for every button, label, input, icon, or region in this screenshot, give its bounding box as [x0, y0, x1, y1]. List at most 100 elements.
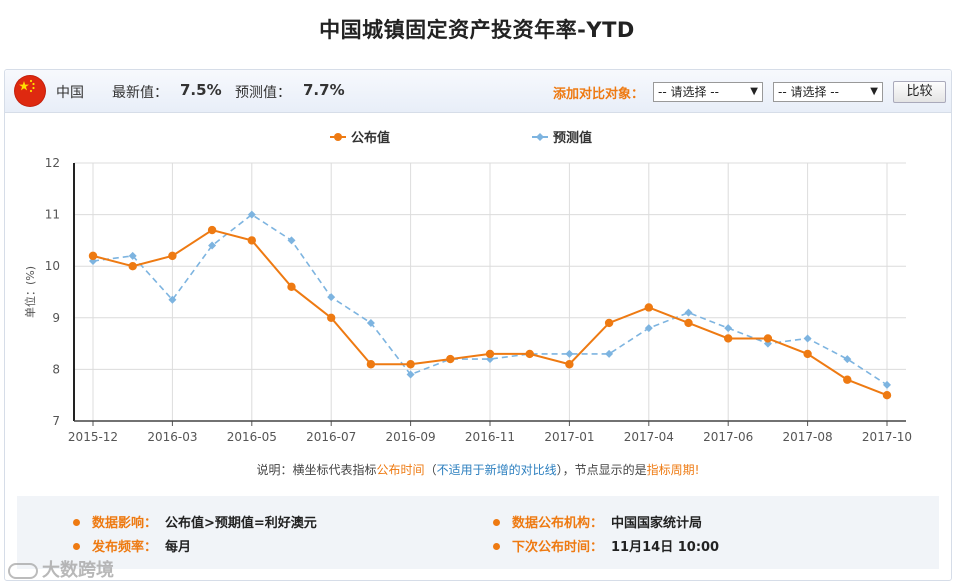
published-point [763, 334, 773, 343]
published-point [882, 391, 892, 400]
published-point [88, 251, 98, 261]
compare-select-1-value: -- 请选择 -- [658, 85, 719, 99]
published-point [843, 375, 852, 384]
x-tick-label: 2017-06 [703, 430, 753, 444]
note-paren-close: ） [556, 463, 563, 477]
compare-select-2[interactable]: -- 请选择 -- ▼ [773, 82, 883, 102]
note-publish-time: 公布时间 [376, 463, 425, 477]
x-tick-label: 2016-03 [147, 430, 197, 444]
legend-marker-circle [334, 133, 342, 141]
published-point [366, 360, 376, 369]
forecast-point [883, 380, 891, 389]
forecast-point [89, 257, 97, 266]
published-point [565, 360, 574, 369]
y-axis-label: 单位：(%) [23, 266, 37, 318]
panel-header: 中国 最新值： 7.5% 预测值： 7.7% 添加对比对象： -- 请选择 --… [5, 70, 951, 113]
page-title: 中国城镇固定资产投资年率-YTD [319, 18, 635, 42]
chart-note: 说明：横坐标代表指标公布时间（不适用于新增的对比线），节点显示的是指标周期! [5, 461, 951, 478]
impact-label: 数据影响： [92, 516, 158, 531]
agency-value: 中国国家统计局 [611, 516, 703, 531]
published-point [128, 262, 137, 271]
forecast-point [247, 210, 256, 219]
published-point [287, 282, 296, 292]
published-point [207, 225, 217, 235]
latest-value: 7.5% [180, 81, 222, 99]
published-point [327, 313, 336, 322]
bullet-icon [493, 543, 500, 550]
published-point [406, 360, 415, 369]
y-tick-label: 9 [52, 311, 60, 325]
x-tick-label: 2017-04 [624, 430, 674, 444]
x-tick-label: 2017-01 [544, 430, 594, 444]
x-tick-label: 2017-10 [862, 430, 912, 444]
legend-forecast: 预测值 [553, 130, 592, 146]
forecast-point [843, 355, 852, 364]
forecast-series-line [92, 213, 888, 386]
compare-select-2-value: -- 请选择 -- [778, 85, 839, 99]
latest-value-label: 最新值： [112, 85, 168, 101]
forecast-point [605, 349, 614, 358]
indicator-panel: 中国 最新值： 7.5% 预测值： 7.7% 添加对比对象： -- 请选择 --… [4, 69, 952, 581]
impact-value: 公布值>预期值=利好澳元 [165, 516, 317, 531]
published-point [485, 349, 495, 359]
x-tick-label: 2017-08 [783, 430, 833, 444]
frequency-value: 每月 [165, 540, 192, 555]
forecast-point [565, 349, 574, 358]
note-not-applicable: 不适用于新增的对比线 [436, 463, 557, 477]
forecast-point [287, 236, 296, 245]
info-frequency: 发布频率： 每月 [73, 536, 191, 555]
y-tick-label: 7 [52, 414, 60, 428]
watermark: 大数跨境 [8, 556, 114, 582]
line-chart: 7 8 9 10 11 12 2015-12 2016-03 2016-05 2016-07 201… [23, 130, 912, 444]
note-prefix: 说明：横坐标代表指标 [256, 463, 377, 477]
info-box: 数据影响： 公布值>预期值=利好澳元 数据公布机构： 中国国家统计局 发布频率： 每月… [17, 496, 939, 569]
forecast-point [327, 293, 336, 302]
watermark-text: 大数跨境 [42, 560, 114, 581]
y-tick-label: 12 [45, 156, 60, 170]
legend-published: 公布值 [351, 130, 390, 146]
forecast-point [406, 370, 415, 379]
forecast-point [644, 324, 653, 333]
dropdown-arrow-icon: ▼ [750, 86, 758, 97]
published-point [644, 303, 653, 312]
y-tick-label: 11 [45, 208, 60, 222]
china-flag-icon [15, 76, 45, 106]
forecast-point [366, 318, 375, 327]
bullet-icon [73, 543, 80, 550]
watermark-logo-icon [8, 563, 38, 579]
compare-select-1[interactable]: -- 请选择 -- ▼ [653, 82, 763, 102]
y-tick-label: 8 [52, 362, 60, 376]
agency-label: 数据公布机构： [512, 516, 604, 531]
bullet-icon [493, 519, 500, 526]
published-point [525, 349, 534, 359]
x-tick-label: 2016-05 [227, 430, 277, 444]
published-point [604, 318, 614, 328]
x-tick-label: 2016-07 [306, 430, 356, 444]
country-name: 中国 [56, 85, 84, 101]
published-point [803, 349, 812, 359]
forecast-point [208, 241, 217, 250]
forecast-point [168, 295, 177, 304]
forecast-point [128, 251, 137, 260]
dropdown-arrow-icon: ▼ [870, 86, 878, 97]
compare-button[interactable]: 比较 [893, 81, 946, 103]
note-paren-open: （ [424, 463, 437, 477]
forecast-point [724, 324, 733, 333]
published-point [724, 334, 733, 343]
bullet-icon [73, 519, 80, 526]
info-impact: 数据影响： 公布值>预期值=利好澳元 [73, 512, 317, 531]
x-tick-label: 2016-09 [386, 430, 436, 444]
forecast-value: 7.7% [303, 81, 345, 99]
info-agency: 数据公布机构： 中国国家统计局 [493, 512, 702, 531]
legend-marker-diamond [536, 133, 544, 141]
next-release-value: 11月14日 10:00 [611, 540, 720, 555]
y-tick-label: 10 [45, 259, 60, 273]
note-period: 指标周期 [646, 463, 695, 477]
forecast-value-label: 预测值： [235, 85, 291, 101]
forecast-point [684, 308, 693, 317]
x-tick-label: 2015-12 [68, 430, 118, 444]
next-release-label: 下次公布时间： [512, 540, 604, 555]
note-suffix: ! [694, 463, 700, 477]
published-point [684, 318, 693, 328]
published-point [168, 251, 177, 261]
